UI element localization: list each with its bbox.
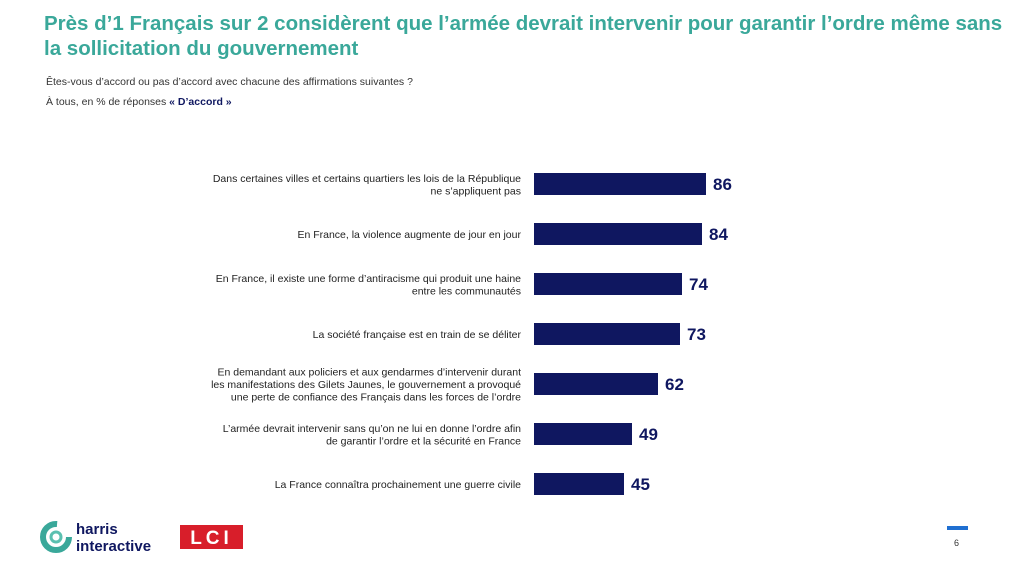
bar-7: [534, 473, 624, 495]
category-label-line: En France, la violence augmente de jour …: [297, 229, 521, 241]
value-label-4: 73: [687, 325, 706, 344]
value-label-6: 49: [639, 425, 658, 444]
category-label-line: les manifestations des Gilets Jaunes, le…: [211, 379, 521, 391]
harris-logo-line1: harris: [76, 521, 118, 538]
category-label-4: La société française est en train de se …: [313, 329, 522, 341]
base-note: À tous, en % de réponses « D’accord »: [46, 96, 232, 108]
accent-line: [947, 526, 968, 530]
base-prefix: À tous, en % de réponses: [46, 96, 170, 108]
category-label-5: En demandant aux policiers et aux gendar…: [211, 367, 521, 404]
category-label-7: La France connaîtra prochainement une gu…: [275, 479, 521, 491]
category-label-line: Dans certaines villes et certains quarti…: [213, 173, 521, 185]
category-label-6: L’armée devrait intervenir sans qu’on ne…: [223, 423, 521, 448]
harris-ring-inner-icon: [49, 530, 63, 544]
category-label-line: une perte de confiance des Français dans…: [231, 392, 521, 404]
harris-interactive-logo: harris interactive: [40, 521, 151, 555]
category-label-line: En demandant aux policiers et aux gendar…: [217, 367, 521, 379]
bar-1: [534, 173, 706, 195]
category-label-line: L’armée devrait intervenir sans qu’on ne…: [223, 423, 521, 435]
base-emphasis: « D’accord »: [169, 96, 232, 108]
bar-6: [534, 423, 632, 445]
question-subtitle: Êtes-vous d’accord ou pas d’accord avec …: [46, 76, 413, 88]
bar-4: [534, 323, 680, 345]
bar-5: [534, 373, 658, 395]
lci-logo: LCI: [180, 525, 243, 549]
category-label-line: La société française est en train de se …: [313, 329, 522, 341]
page-title: Près d’1 Français sur 2 considèrent que …: [44, 12, 1003, 60]
bar-2: [534, 223, 702, 245]
bar-3: [534, 273, 682, 295]
value-label-1: 86: [713, 175, 732, 194]
category-label-3: En France, il existe une forme d’antirac…: [216, 273, 521, 298]
value-label-2: 84: [709, 225, 728, 244]
category-label-1: Dans certaines villes et certains quarti…: [213, 173, 521, 198]
lci-logo-background: [180, 525, 243, 549]
category-label-line: ne s’appliquent pas: [431, 185, 522, 197]
category-label-2: En France, la violence augmente de jour …: [297, 229, 521, 241]
category-label-line: En France, il existe une forme d’antirac…: [216, 273, 521, 285]
category-label-line: entre les communautés: [412, 285, 521, 297]
page-number: 6: [954, 538, 960, 548]
category-label-line: de garantir l’ordre et la sécurité en Fr…: [326, 435, 521, 447]
value-label-7: 45: [631, 475, 650, 494]
value-label-3: 74: [689, 275, 708, 294]
lci-logo-text: LCI: [190, 528, 233, 549]
value-label-5: 62: [665, 375, 684, 394]
category-label-line: La France connaîtra prochainement une gu…: [275, 479, 521, 491]
harris-logo-line2: interactive: [76, 538, 151, 555]
harris-ring-icon: [40, 521, 72, 553]
